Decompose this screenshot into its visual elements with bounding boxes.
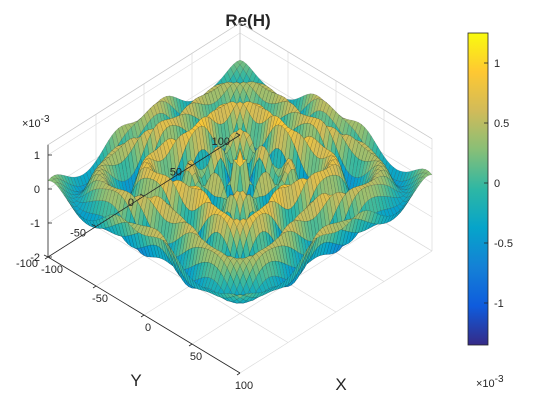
z-tick-label: -2 xyxy=(30,252,40,264)
z-tick-label: 0 xyxy=(34,184,40,196)
x-tick-mark xyxy=(92,285,97,289)
x-tick-label: 50 xyxy=(190,351,202,363)
chart-title: Re(H) xyxy=(225,11,270,30)
grid-line xyxy=(239,32,433,150)
colorbar-scale xyxy=(467,32,489,346)
x-tick-mark xyxy=(44,256,49,260)
z-tick-label: 1 xyxy=(34,150,40,162)
y-tick-label: 0 xyxy=(128,197,134,209)
y-tick-mark xyxy=(235,132,241,136)
colorbar-tick-label: -1 xyxy=(494,298,504,310)
colorbar-tick-label: 1 xyxy=(494,58,500,70)
surface-patch xyxy=(236,294,244,299)
y-tick-mark xyxy=(91,224,97,227)
x-tick-mark xyxy=(236,372,241,376)
colorbar-exponent-power: -3 xyxy=(495,374,504,385)
colorbar-exponent-label: ×10-3 xyxy=(476,374,504,390)
back-edge xyxy=(239,22,433,140)
x-tick-mark xyxy=(188,343,193,347)
z-exponent-base: ×10 xyxy=(22,118,41,130)
y-tick-label: 100 xyxy=(212,136,230,148)
z-exponent-power: -3 xyxy=(41,114,50,125)
back-edge xyxy=(47,22,241,146)
x-axis-label: X xyxy=(335,375,346,394)
grid-line xyxy=(47,32,241,156)
y-tick-label: 50 xyxy=(170,167,182,179)
x-tick-label: -100 xyxy=(41,264,63,276)
x-tick-label: 0 xyxy=(145,322,151,334)
surface-plot xyxy=(47,59,433,304)
y-tick-label: -50 xyxy=(70,228,86,240)
z-exponent-label: ×10-3 xyxy=(22,114,50,130)
axis-ticks: -100 -50 0 50 100 -100 -50 0 50 100 -2 -1 0 1 xyxy=(16,132,253,392)
colorbar-exponent-base: ×10 xyxy=(476,378,495,390)
y-tick-mark xyxy=(187,163,193,166)
x-tick-label: 100 xyxy=(235,380,253,392)
colorbar: -1 -0.5 0 0.5 1 xyxy=(467,32,513,346)
y-tick-mark xyxy=(139,193,145,197)
x-tick-label: -50 xyxy=(92,293,108,305)
x-tick-mark xyxy=(140,314,145,318)
colorbar-tick-label: 0.5 xyxy=(494,118,509,130)
y-axis-label: Y xyxy=(130,371,141,390)
y-tick-label: -100 xyxy=(16,258,38,270)
y-tick-mark xyxy=(43,254,49,258)
colorbar-tick-label: -0.5 xyxy=(494,238,513,250)
colorbar-tick-label: 0 xyxy=(494,178,500,190)
z-tick-label: -1 xyxy=(30,218,40,230)
